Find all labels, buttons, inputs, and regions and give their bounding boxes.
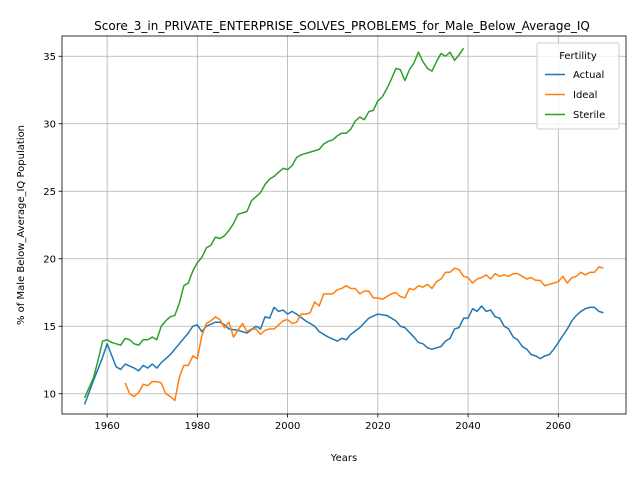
x-tick-label: 2000 [275,421,300,432]
y-tick-label: 30 [43,119,56,130]
legend-label-sterile: Sterile [573,110,605,121]
legend-label-ideal: Ideal [573,90,597,101]
y-tick-label: 15 [43,322,56,333]
x-tick-label: 1980 [185,421,210,432]
x-axis-label: Years [330,453,357,464]
chart-title: Score_3_in_PRIVATE_ENTERPRISE_SOLVES_PRO… [94,19,590,33]
legend-label-actual: Actual [573,70,604,81]
series-line-ideal [124,266,604,402]
legend: Fertility Actual Ideal Sterile [536,42,620,130]
series-lines [83,47,604,405]
plot-area-frame [61,35,627,415]
y-axis-label: % of Male Below_Average_IQ Population [16,125,27,325]
series-line-sterile [83,47,465,399]
y-tick-label: 20 [43,254,56,265]
series-line-actual [83,305,604,405]
legend-items: Actual Ideal Sterile [545,70,605,121]
legend-box [536,42,620,130]
x-tick-label: 1960 [94,421,119,432]
legend-title: Fertility [559,51,597,62]
axis-ticks: 1960 1980 2000 2020 2040 2060 10 15 20 25 30 35 [43,52,571,432]
y-tick-label: 10 [43,389,56,400]
y-tick-label: 25 [43,187,56,198]
x-tick-label: 2020 [365,421,390,432]
y-tick-label: 35 [43,52,56,63]
x-tick-label: 2060 [546,421,571,432]
x-tick-label: 2040 [455,421,480,432]
